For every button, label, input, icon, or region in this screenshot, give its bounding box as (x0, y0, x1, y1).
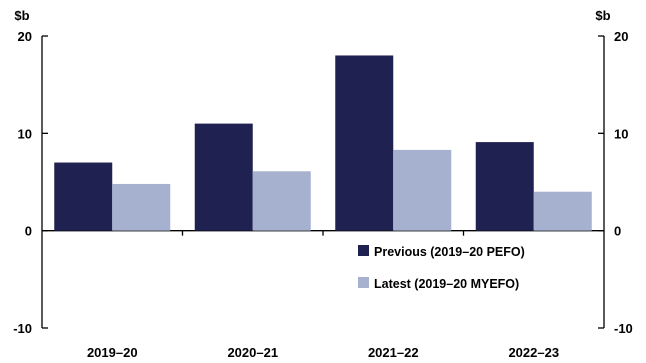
legend-entry: Latest (2019–20 MYEFO) (374, 277, 519, 291)
y-tick-label-left: 20 (18, 29, 32, 44)
category-labels: 2019–20 2020–21 2021–22 2022–23 (87, 345, 559, 360)
legend-entry: Previous (2019–20 PEFO) (374, 245, 525, 259)
bar-latest (533, 191, 592, 231)
category-label: 2022–23 (508, 345, 559, 360)
bar-latest (112, 183, 171, 231)
y-tick-label-right: 0 (614, 224, 621, 239)
bars (54, 55, 592, 231)
y-tick-label-right: 10 (614, 126, 628, 141)
y-axis-unit-right: $b (595, 8, 610, 23)
category-label: 2020–21 (227, 345, 278, 360)
y-tick-label-left: 10 (18, 126, 32, 141)
bar-previous (194, 123, 253, 231)
bar-previous (335, 55, 394, 231)
bar-previous (54, 162, 113, 231)
y-tick-label-right: -10 (614, 321, 633, 336)
category-label: 2019–20 (87, 345, 138, 360)
legend-swatch (358, 277, 369, 288)
y-tick-label-right: 20 (614, 29, 628, 44)
bar-previous (475, 142, 534, 231)
legend: Previous (2019–20 PEFO) Latest (2019–20 M… (358, 245, 525, 291)
y-tick-label-left: 0 (25, 224, 32, 239)
bar-latest (393, 149, 452, 231)
y-axis-unit-left: $b (14, 8, 29, 23)
bar-latest (252, 171, 311, 231)
y-tick-label-left: -10 (13, 321, 32, 336)
legend-swatch (358, 245, 369, 256)
category-label: 2021–22 (368, 345, 419, 360)
tick-labels: -10 -10 0 0 10 10 20 20 (13, 29, 633, 336)
